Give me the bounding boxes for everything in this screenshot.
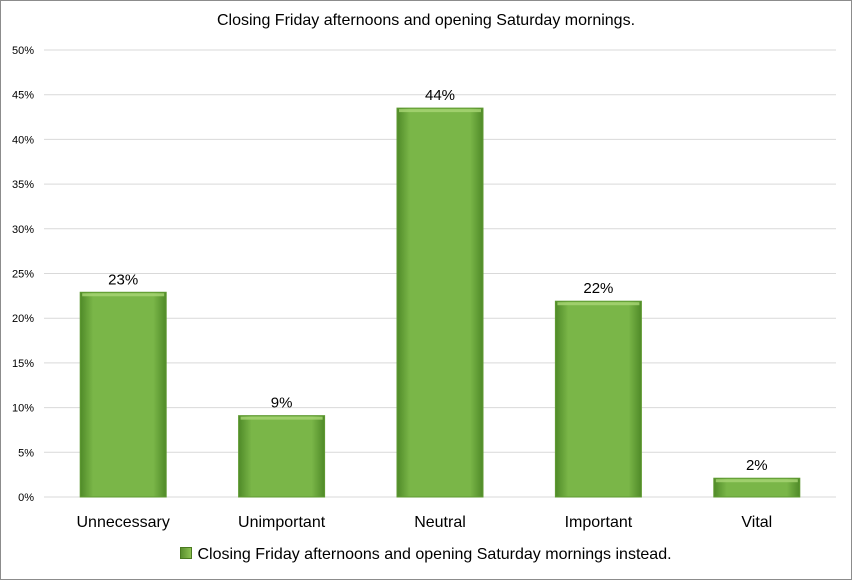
x-tick-label: Neutral: [414, 514, 466, 531]
chart-title: Closing Friday afternoons and opening Sa…: [216, 12, 636, 29]
data-label: 44%: [425, 87, 455, 104]
y-tick-label: 50%: [12, 45, 34, 57]
bar-highlight: [557, 302, 640, 306]
data-label: 9%: [271, 395, 293, 412]
bar-highlight: [715, 479, 798, 483]
x-tick-label: Important: [565, 514, 633, 531]
chart-legend: Closing Friday afternoons and opening Sa…: [0, 546, 852, 564]
bar-highlight: [399, 109, 481, 113]
y-tick-label: 10%: [12, 403, 34, 415]
y-tick-label: 5%: [18, 447, 34, 459]
y-tick-label: 0%: [18, 492, 34, 504]
y-tick-label: 20%: [12, 313, 34, 325]
x-tick-label: Unimportant: [238, 514, 326, 531]
y-tick-label: 25%: [12, 269, 34, 281]
legend-swatch: [180, 547, 193, 559]
y-tick-label: 30%: [12, 224, 34, 236]
y-tick-label: 40%: [12, 134, 34, 146]
bar: [554, 300, 642, 498]
legend-label: Closing Friday afternoons and opening Sa…: [197, 546, 672, 563]
bar: [238, 415, 326, 498]
bar: [79, 291, 167, 498]
bar: [713, 477, 801, 498]
bar-highlight: [82, 293, 165, 297]
data-label: 23%: [108, 271, 138, 288]
data-label: 22%: [583, 280, 613, 297]
data-label: 2%: [746, 457, 768, 474]
bar-highlight: [240, 416, 323, 420]
y-tick-label: 15%: [12, 358, 34, 370]
y-tick-label: 45%: [12, 90, 34, 102]
x-tick-label: Vital: [741, 514, 772, 531]
y-tick-label: 35%: [12, 179, 34, 191]
x-tick-label: Unnecessary: [77, 514, 170, 531]
bar: [396, 107, 484, 498]
